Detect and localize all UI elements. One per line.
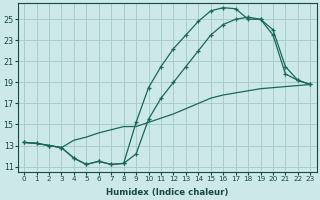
X-axis label: Humidex (Indice chaleur): Humidex (Indice chaleur) [106, 188, 228, 197]
